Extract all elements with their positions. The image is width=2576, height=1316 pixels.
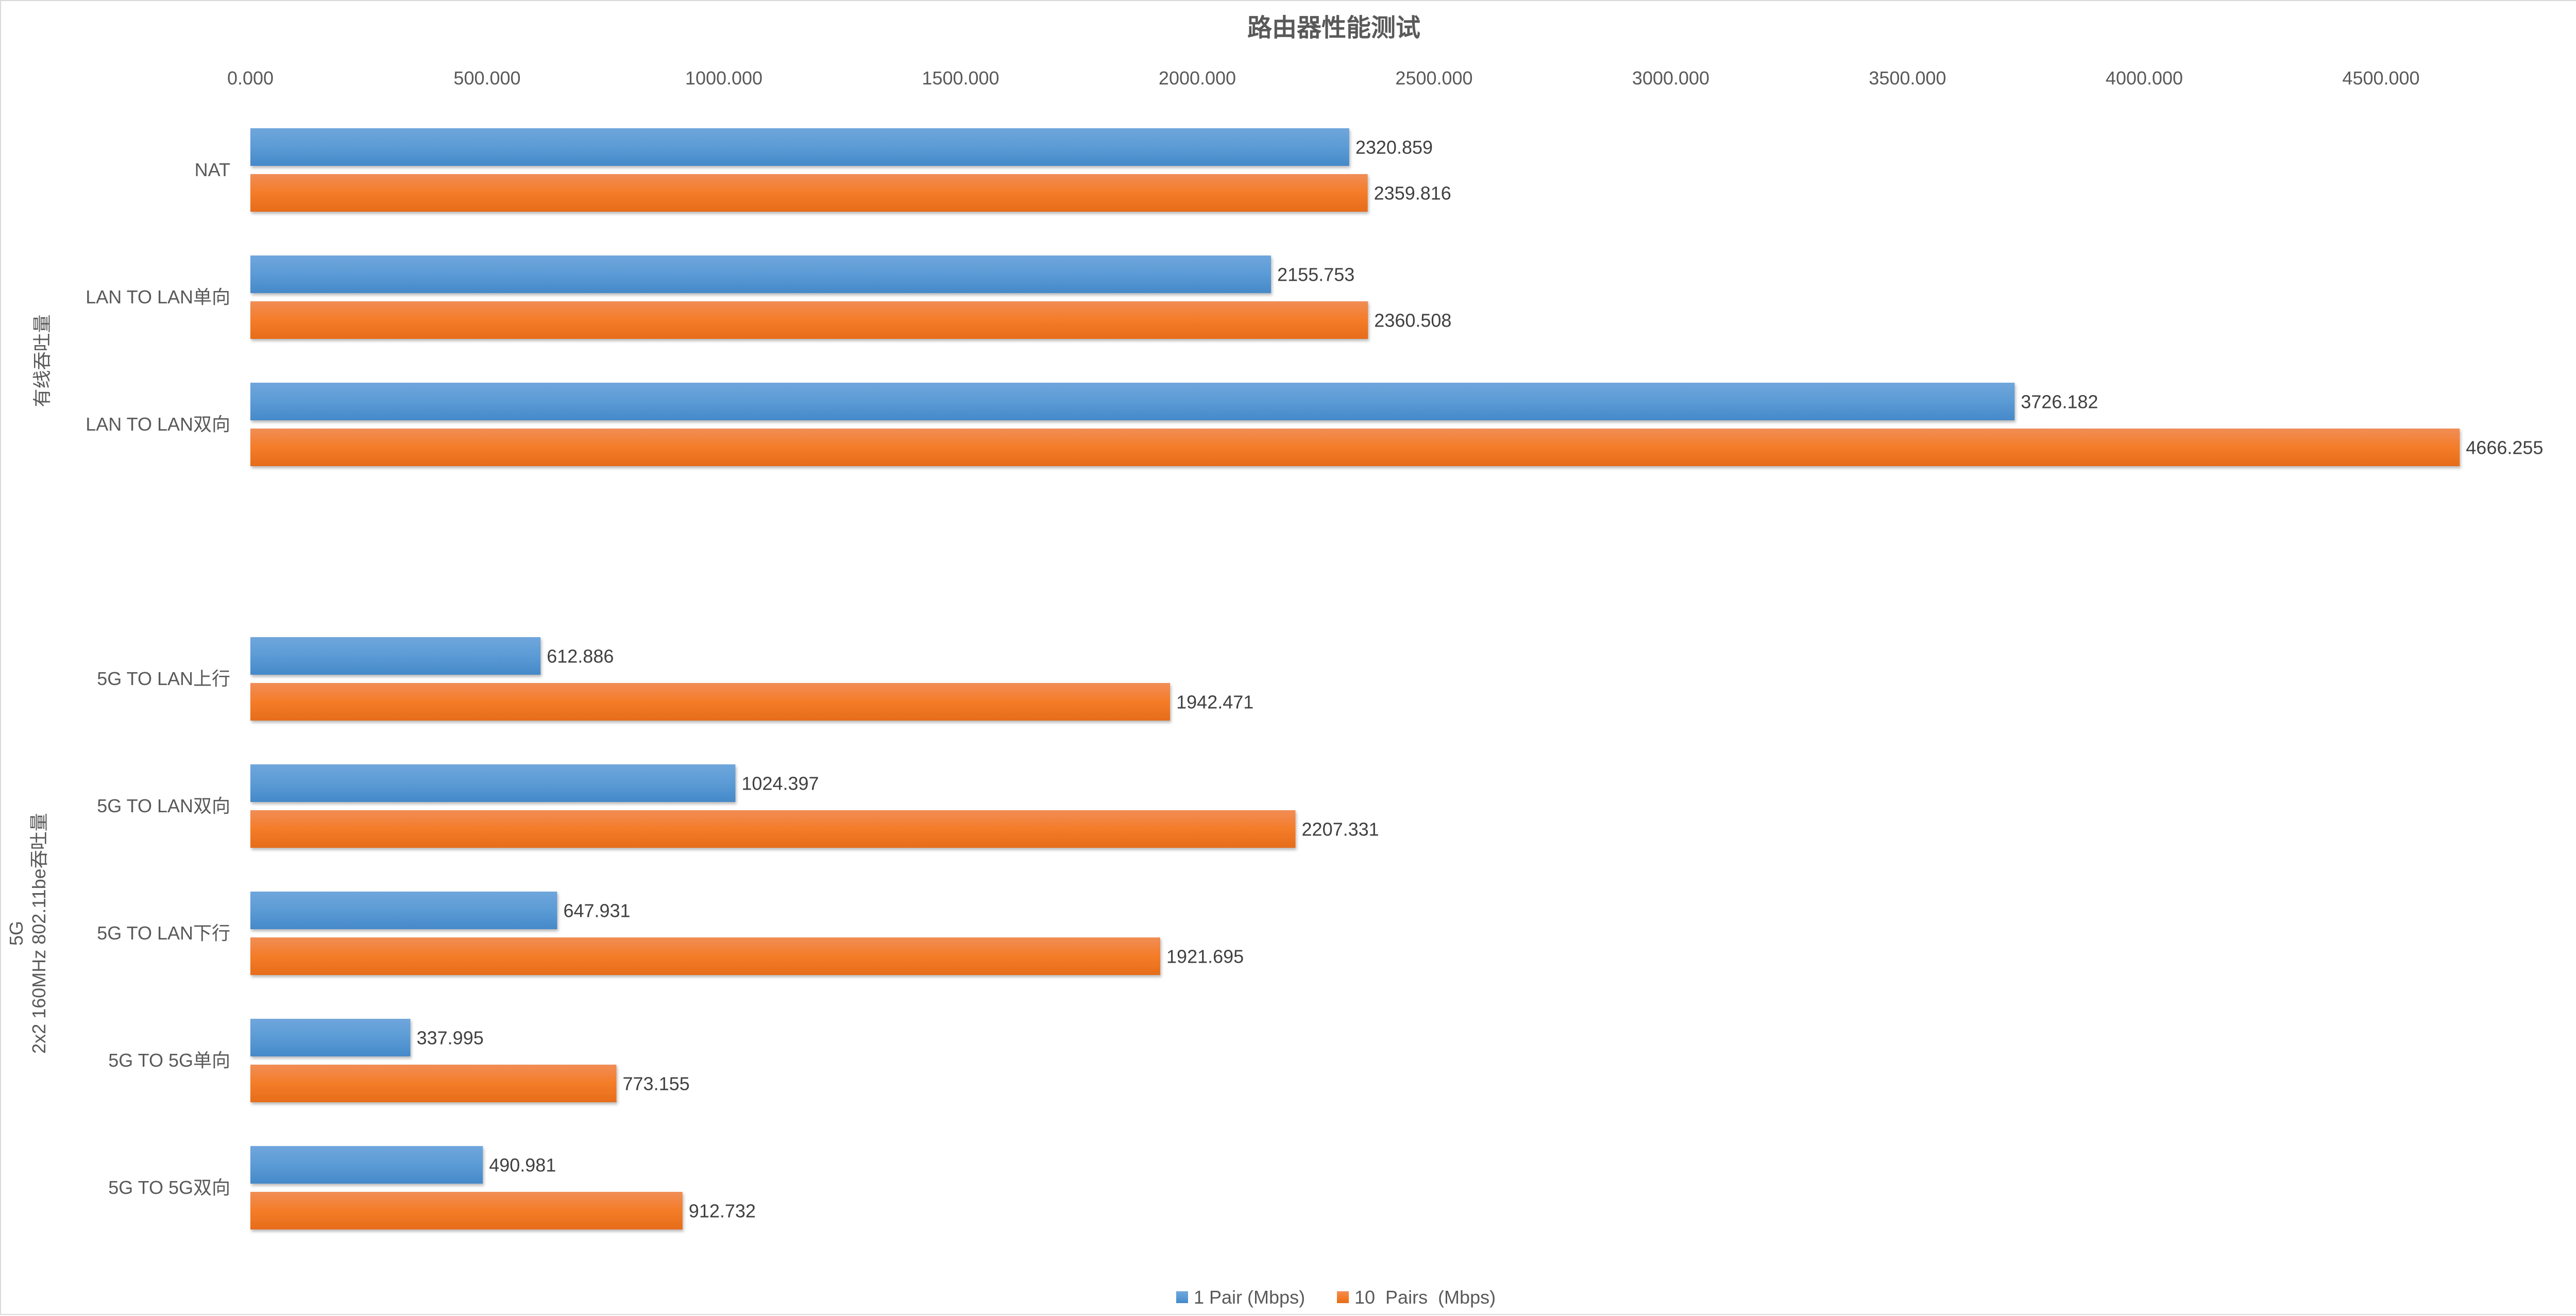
data-label: 3726.182 xyxy=(2021,391,2098,413)
data-label: 1921.695 xyxy=(1166,946,1244,967)
x-tick-label: 2500.000 xyxy=(1395,67,1472,89)
bar-10-pairs xyxy=(250,429,2460,466)
x-tick-label: 3500.000 xyxy=(1869,67,1946,89)
x-tick-label: 3000.000 xyxy=(1632,67,1709,89)
data-label: 2360.508 xyxy=(1374,310,1451,331)
group-label: 5G xyxy=(6,921,27,946)
legend-label: 10 Pairs (Mbps) xyxy=(1354,1287,1496,1308)
category-label: 5G TO 5G双向 xyxy=(108,1177,230,1198)
bar-10-pairs xyxy=(250,174,1368,212)
data-label: 2320.859 xyxy=(1355,137,1433,158)
x-tick-label: 2000.000 xyxy=(1159,67,1236,89)
category-label: NAT xyxy=(195,159,230,180)
group-labels: 有线吞吐量 5G 2x2 160MHz 802.11be吞吐量 xyxy=(6,314,53,1053)
data-label: 337.995 xyxy=(417,1028,484,1049)
bar-1-pair xyxy=(250,764,736,802)
bar-1-pair xyxy=(250,128,1349,166)
category-label: 5G TO 5G单向 xyxy=(108,1050,230,1071)
category-label: 5G TO LAN下行 xyxy=(97,922,230,944)
bar-1-pair xyxy=(250,1019,411,1056)
x-tick-label: 1500.000 xyxy=(922,67,999,89)
data-label: 647.931 xyxy=(563,900,630,921)
data-label: 1942.471 xyxy=(1176,692,1253,713)
bar-1-pair xyxy=(250,637,541,675)
bar-10-pairs xyxy=(250,937,1161,975)
data-label: 2359.816 xyxy=(1374,183,1451,204)
bar-10-pairs xyxy=(250,683,1171,721)
bar-1-pair xyxy=(250,383,2015,420)
bar-10-pairs xyxy=(250,810,1296,848)
category-label: 5G TO LAN双向 xyxy=(97,795,230,816)
x-tick-label: 4000.000 xyxy=(2106,67,2183,89)
bar-10-pairs xyxy=(250,301,1368,339)
x-tick-label: 4500.000 xyxy=(2342,67,2419,89)
legend-label: 1 Pair (Mbps) xyxy=(1194,1287,1305,1308)
legend-swatch-1-pair xyxy=(1176,1291,1188,1303)
x-axis-tick-labels: 0.000 500.000 1000.000 1500.000 2000.000 2500… xyxy=(227,67,2420,89)
bars xyxy=(250,128,2460,1229)
data-label: 773.155 xyxy=(623,1073,690,1095)
data-label: 4666.255 xyxy=(2466,437,2543,458)
legend: 1 Pair (Mbps) 10 Pairs (Mbps) xyxy=(1176,1287,1496,1308)
data-label: 612.886 xyxy=(547,646,614,667)
data-labels: 2320.859 2155.753 3726.182 612.886 1024.397 6… xyxy=(417,137,2544,1222)
category-label: 5G TO LAN上行 xyxy=(97,668,230,689)
data-label: 490.981 xyxy=(489,1155,556,1176)
category-label: LAN TO LAN双向 xyxy=(86,414,230,435)
data-label: 912.732 xyxy=(689,1201,756,1222)
category-labels: NAT LAN TO LAN单向 LAN TO LAN双向 5G TO LAN上行 5G… xyxy=(86,159,230,1198)
bar-1-pair xyxy=(250,1146,483,1184)
data-label: 1024.397 xyxy=(741,773,819,794)
legend-swatch-10-pairs xyxy=(1337,1291,1349,1303)
x-tick-label: 0.000 xyxy=(227,67,274,89)
x-tick-label: 1000.000 xyxy=(685,67,762,89)
data-label: 2155.753 xyxy=(1277,264,1354,285)
bar-10-pairs xyxy=(250,1192,683,1229)
bar-1-pair xyxy=(250,892,557,929)
bar-10-pairs xyxy=(250,1065,617,1102)
x-tick-label: 500.000 xyxy=(453,67,520,89)
group-label: 有线吞吐量 xyxy=(31,314,53,407)
bar-1-pair xyxy=(250,255,1272,293)
category-label: LAN TO LAN单向 xyxy=(86,286,230,307)
data-label: 2207.331 xyxy=(1302,819,1379,840)
chart-title: 路由器性能测试 xyxy=(1247,14,1420,42)
group-label: 2x2 160MHz 802.11be吞吐量 xyxy=(28,813,49,1054)
